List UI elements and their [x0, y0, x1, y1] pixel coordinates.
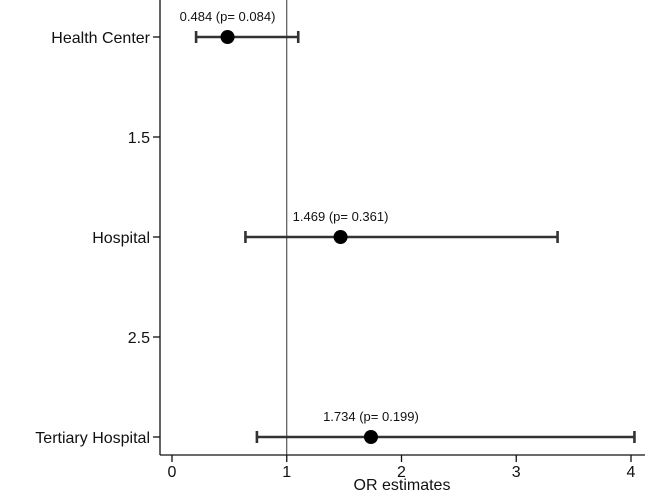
point-annotation: 1.734 (p= 0.199): [323, 409, 419, 424]
x-axis-title: OR estimates: [354, 477, 451, 494]
x-tick-label: 0: [168, 464, 177, 481]
y-tick-label: 1.5: [128, 130, 150, 147]
point-annotation: 0.484 (p= 0.084): [180, 9, 276, 24]
x-tick-label: 3: [512, 464, 521, 481]
y-tick-label: Hospital: [92, 230, 150, 247]
y-tick-label: Health Center: [51, 30, 150, 47]
y-tick-label: Tertiary Hospital: [35, 430, 150, 447]
point-annotation: 1.469 (p= 0.361): [293, 209, 389, 224]
x-tick-label: 4: [627, 464, 636, 481]
x-tick-label: 2: [397, 464, 406, 481]
estimate-point: [363, 430, 378, 444]
estimate-point: [333, 230, 348, 244]
y-tick-label: 2.5: [128, 330, 150, 347]
estimate-point: [220, 30, 235, 44]
x-tick-label: 1: [282, 464, 291, 481]
